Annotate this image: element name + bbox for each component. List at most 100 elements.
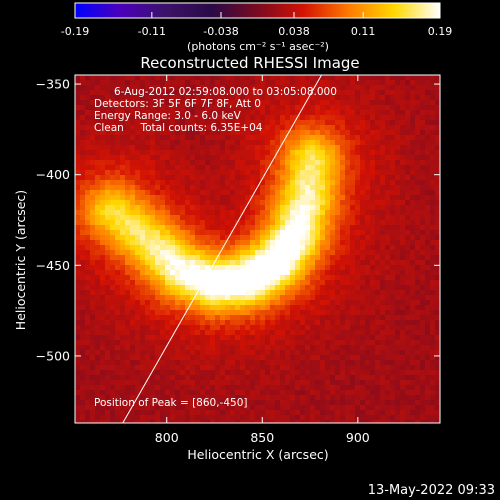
- heatmap-cell: [270, 290, 276, 296]
- heatmap-cell: [425, 250, 431, 256]
- heatmap-cell: [95, 275, 101, 281]
- heatmap-cell: [100, 245, 106, 251]
- heatmap-cell: [295, 365, 301, 371]
- heatmap-cell: [125, 295, 131, 301]
- heatmap-cell: [275, 95, 281, 101]
- heatmap-cell: [95, 270, 101, 276]
- heatmap-cell: [265, 265, 271, 271]
- heatmap-cell: [175, 365, 181, 371]
- heatmap-cell: [295, 410, 301, 416]
- heatmap-cell: [165, 240, 171, 246]
- heatmap-cell: [375, 245, 381, 251]
- heatmap-cell: [340, 290, 346, 296]
- heatmap-cell: [385, 225, 391, 231]
- heatmap-cell: [425, 205, 431, 211]
- heatmap-cell: [85, 290, 91, 296]
- heatmap-cell: [315, 325, 321, 331]
- heatmap-cell: [300, 340, 306, 346]
- heatmap-cell: [215, 105, 221, 111]
- heatmap-cell: [295, 230, 301, 236]
- heatmap-cell: [120, 410, 126, 416]
- heatmap-cell: [330, 345, 336, 351]
- heatmap-cell: [160, 135, 166, 141]
- heatmap-cell: [120, 290, 126, 296]
- heatmap-cell: [325, 420, 331, 423]
- heatmap-cell: [390, 280, 396, 286]
- heatmap-cell: [365, 280, 371, 286]
- heatmap-cell: [400, 320, 406, 326]
- heatmap-cell: [210, 105, 216, 111]
- heatmap-cell: [315, 350, 321, 356]
- heatmap-cell: [385, 325, 391, 331]
- heatmap-cell: [190, 285, 196, 291]
- heatmap-cell: [130, 125, 136, 131]
- heatmap-cell: [110, 360, 116, 366]
- heatmap-cell: [160, 405, 166, 411]
- heatmap-cell: [330, 90, 336, 96]
- heatmap-cell: [80, 100, 86, 106]
- heatmap-cell: [340, 95, 346, 101]
- heatmap-cell: [210, 140, 216, 146]
- heatmap-cell: [295, 130, 301, 136]
- heatmap-cell: [75, 235, 81, 241]
- heatmap-cell: [425, 80, 431, 86]
- heatmap-cell: [375, 125, 381, 131]
- heatmap-cell: [290, 335, 296, 341]
- heatmap-cell: [390, 295, 396, 301]
- heatmap-cell: [220, 255, 226, 261]
- heatmap-cell: [75, 230, 81, 236]
- heatmap-cell: [355, 250, 361, 256]
- heatmap-cell: [310, 220, 316, 226]
- heatmap-cell: [265, 205, 271, 211]
- heatmap-cell: [95, 220, 101, 226]
- heatmap-cell: [385, 410, 391, 416]
- heatmap-cell: [105, 325, 111, 331]
- heatmap-cell: [195, 380, 201, 386]
- heatmap-cell: [250, 155, 256, 161]
- heatmap-cell: [220, 375, 226, 381]
- heatmap-cell: [90, 270, 96, 276]
- heatmap-cell: [325, 290, 331, 296]
- heatmap-cell: [390, 420, 396, 423]
- heatmap-cell: [170, 330, 176, 336]
- heatmap-cell: [175, 195, 181, 201]
- heatmap-cell: [310, 140, 316, 146]
- heatmap-cell: [230, 185, 236, 191]
- heatmap-cell: [150, 205, 156, 211]
- heatmap-cell: [130, 410, 136, 416]
- heatmap-cell: [380, 200, 386, 206]
- heatmap-cell: [180, 275, 186, 281]
- heatmap-cell: [395, 420, 401, 423]
- heatmap-cell: [135, 260, 141, 266]
- heatmap-cell: [270, 305, 276, 311]
- heatmap-cell: [320, 250, 326, 256]
- heatmap-cell: [130, 240, 136, 246]
- heatmap-cell: [315, 300, 321, 306]
- heatmap-cell: [175, 200, 181, 206]
- heatmap-cell: [200, 80, 206, 86]
- heatmap-cell: [230, 360, 236, 366]
- heatmap-cell: [90, 235, 96, 241]
- heatmap-cell: [170, 260, 176, 266]
- heatmap-cell: [160, 220, 166, 226]
- heatmap-cell: [245, 340, 251, 346]
- heatmap-cell: [215, 245, 221, 251]
- heatmap-cell: [315, 205, 321, 211]
- heatmap-cell: [180, 90, 186, 96]
- heatmap-cell: [225, 220, 231, 226]
- heatmap-cell: [365, 265, 371, 271]
- heatmap-cell: [210, 230, 216, 236]
- heatmap-cell: [145, 215, 151, 221]
- heatmap-cell: [275, 255, 281, 261]
- heatmap-cell: [90, 275, 96, 281]
- heatmap-cell: [215, 220, 221, 226]
- heatmap-cell: [130, 85, 136, 91]
- heatmap-cell: [290, 120, 296, 126]
- heatmap-cell: [155, 160, 161, 166]
- heatmap-cell: [350, 225, 356, 231]
- heatmap-cell: [80, 230, 86, 236]
- heatmap-cell: [115, 255, 121, 261]
- heatmap-cell: [270, 330, 276, 336]
- heatmap-cell: [155, 255, 161, 261]
- heatmap-cell: [350, 275, 356, 281]
